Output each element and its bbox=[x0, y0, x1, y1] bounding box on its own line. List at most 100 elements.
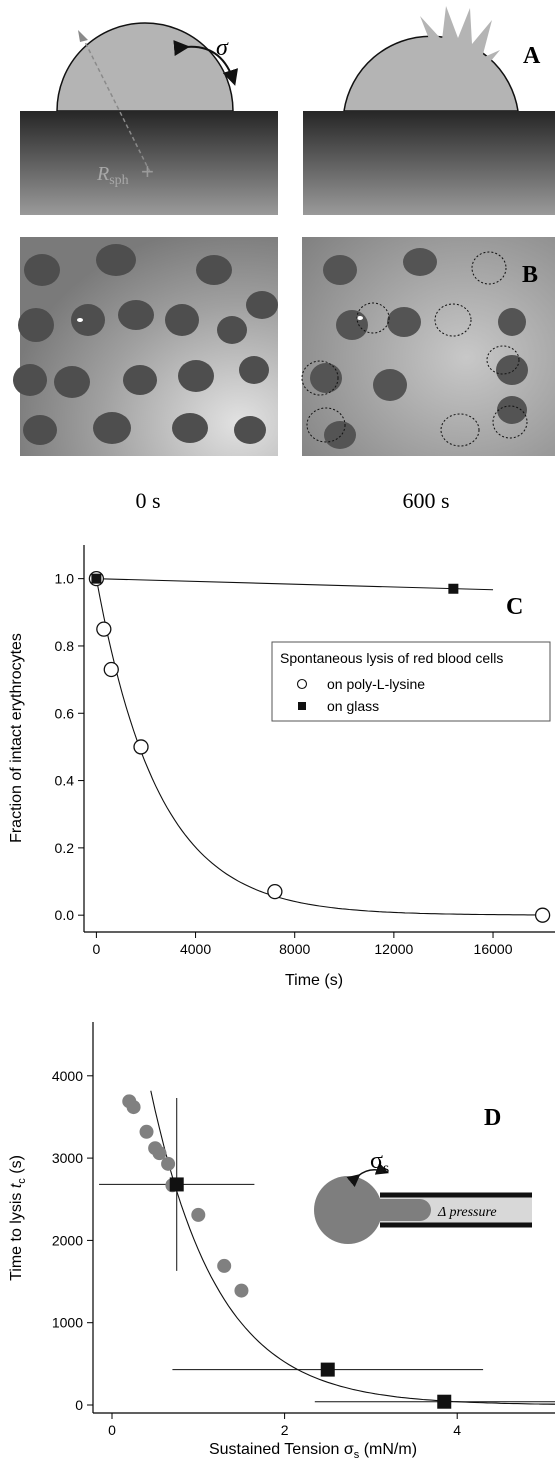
inset-sigma: σs bbox=[370, 1148, 389, 1177]
d-y-tick-label: 2000 bbox=[52, 1232, 83, 1248]
c-x-tick-label: 16000 bbox=[474, 941, 513, 957]
d-point-circle bbox=[217, 1258, 232, 1273]
aspirated-cell bbox=[314, 1176, 382, 1244]
d-point-circle bbox=[139, 1124, 154, 1139]
c-y-tick-label: 0.8 bbox=[55, 638, 75, 654]
panel-d: 024681001000200030004000 D σs Δ pressure… bbox=[8, 1022, 555, 1461]
lysed-cell-outline bbox=[301, 360, 339, 396]
erythrocyte bbox=[118, 300, 154, 330]
panel-label-d: D bbox=[484, 1105, 501, 1131]
c-point-poly-lysine bbox=[267, 883, 283, 900]
c-legend: Spontaneous lysis of red blood cells on … bbox=[271, 641, 551, 722]
lysis-burst bbox=[420, 6, 500, 80]
bright-spot bbox=[77, 318, 83, 322]
c-y-tick-label: 0.6 bbox=[55, 705, 75, 721]
erythrocyte bbox=[54, 366, 90, 398]
c-y-tick-label: 0.0 bbox=[55, 907, 75, 923]
c-point-poly-lysine bbox=[133, 739, 149, 755]
c-fit-glass bbox=[96, 578, 494, 591]
lysed-cell-outline bbox=[471, 251, 507, 285]
time-label-600s: 600 s bbox=[402, 488, 449, 513]
sigma-label: σ bbox=[216, 35, 229, 61]
d-y-tick-label: 3000 bbox=[52, 1150, 83, 1166]
lysed-cell-outline bbox=[440, 413, 480, 447]
d-y-tick-label: 1000 bbox=[52, 1315, 83, 1331]
erythrocyte bbox=[165, 304, 199, 336]
bright-spot bbox=[357, 316, 363, 320]
c-point-glass bbox=[91, 573, 102, 584]
erythrocyte bbox=[71, 304, 105, 336]
d-y-tick-label: 0 bbox=[75, 1397, 83, 1413]
erythrocyte bbox=[96, 244, 136, 276]
d-y-label: Time to lysis tc (s) bbox=[8, 1155, 28, 1281]
erythrocyte bbox=[324, 421, 356, 449]
panel-b: B 0 s 600 s bbox=[13, 237, 555, 513]
inset-tension-arrow bbox=[346, 1162, 389, 1188]
erythrocyte bbox=[196, 255, 232, 285]
erythrocyte bbox=[323, 255, 357, 285]
erythrocyte bbox=[336, 310, 368, 340]
erythrocyte bbox=[310, 363, 342, 393]
lysed-cell-outline bbox=[486, 345, 520, 375]
erythrocyte bbox=[24, 254, 60, 286]
c-legend-poly: on poly-L-lysine bbox=[327, 676, 425, 692]
c-y-tick-label: 1.0 bbox=[55, 571, 75, 587]
d-point-square bbox=[320, 1362, 335, 1377]
d-inset-micropipette: σs Δ pressure bbox=[314, 1148, 532, 1244]
d-point-square bbox=[437, 1394, 452, 1409]
radius-arrow-head bbox=[78, 30, 88, 42]
c-point-poly-lysine bbox=[103, 661, 119, 678]
d-fit-curve bbox=[150, 1090, 555, 1405]
tension-arrow bbox=[173, 40, 239, 86]
c-point-poly-lysine bbox=[534, 907, 551, 923]
erythrocyte bbox=[123, 365, 157, 395]
substrate-left bbox=[20, 111, 278, 215]
d-y-tick-label: 4000 bbox=[52, 1068, 83, 1084]
d-x-label: Sustained Tension σs (mN/m) bbox=[209, 1441, 417, 1459]
erythrocyte bbox=[172, 413, 208, 443]
c-x-tick-label: 4000 bbox=[180, 941, 211, 957]
erythrocyte bbox=[234, 416, 266, 444]
c-y-tick-label: 0.4 bbox=[55, 773, 75, 789]
erythrocyte bbox=[498, 308, 526, 336]
c-legend-title: Spontaneous lysis of red blood cells bbox=[280, 650, 503, 666]
radius-arrow bbox=[82, 37, 151, 173]
erythrocyte bbox=[497, 396, 527, 424]
c-x-label: Time (s) bbox=[285, 972, 343, 989]
lysed-cell-outline bbox=[306, 407, 346, 443]
c-x-tick-label: 12000 bbox=[374, 941, 413, 957]
panel-label-c: C bbox=[506, 594, 523, 620]
d-point-circle bbox=[161, 1156, 176, 1171]
erythrocyte bbox=[496, 355, 528, 385]
d-point-circle bbox=[126, 1100, 141, 1115]
c-legend-open-circle bbox=[296, 678, 308, 690]
d-x-tick-label: 2 bbox=[281, 1422, 289, 1438]
c-x-tick-label: 0 bbox=[92, 941, 100, 957]
inset-pressure-label: Δ pressure bbox=[437, 1205, 497, 1220]
substrate-right bbox=[303, 111, 555, 215]
erythrocyte bbox=[403, 248, 437, 276]
erythrocyte bbox=[246, 291, 278, 319]
c-point-glass bbox=[448, 583, 459, 594]
lysed-cell-outline bbox=[356, 302, 390, 334]
d-x-tick-label: 4 bbox=[453, 1422, 461, 1438]
c-y-label: Fraction of intact erythrocytes bbox=[8, 633, 25, 843]
panel-label-a: A bbox=[523, 43, 541, 69]
erythrocyte bbox=[178, 360, 214, 392]
erythrocyte bbox=[93, 412, 131, 444]
micrograph-0s bbox=[20, 237, 278, 456]
d-x-tick-label: 0 bbox=[108, 1422, 116, 1438]
d-point-circle bbox=[152, 1146, 167, 1161]
erythrocyte bbox=[239, 356, 269, 384]
panel-label-b: B bbox=[522, 262, 538, 288]
c-point-poly-lysine bbox=[96, 621, 112, 637]
radius-label: Rsph bbox=[96, 163, 129, 188]
center-cross-icon: + bbox=[141, 159, 154, 184]
lysed-cell-outline bbox=[434, 303, 472, 337]
c-legend-glass: on glass bbox=[327, 698, 379, 714]
c-x-tick-label: 8000 bbox=[279, 941, 310, 957]
d-point-circle bbox=[191, 1207, 206, 1222]
panel-a: + Rsph σ A bbox=[20, 6, 555, 215]
